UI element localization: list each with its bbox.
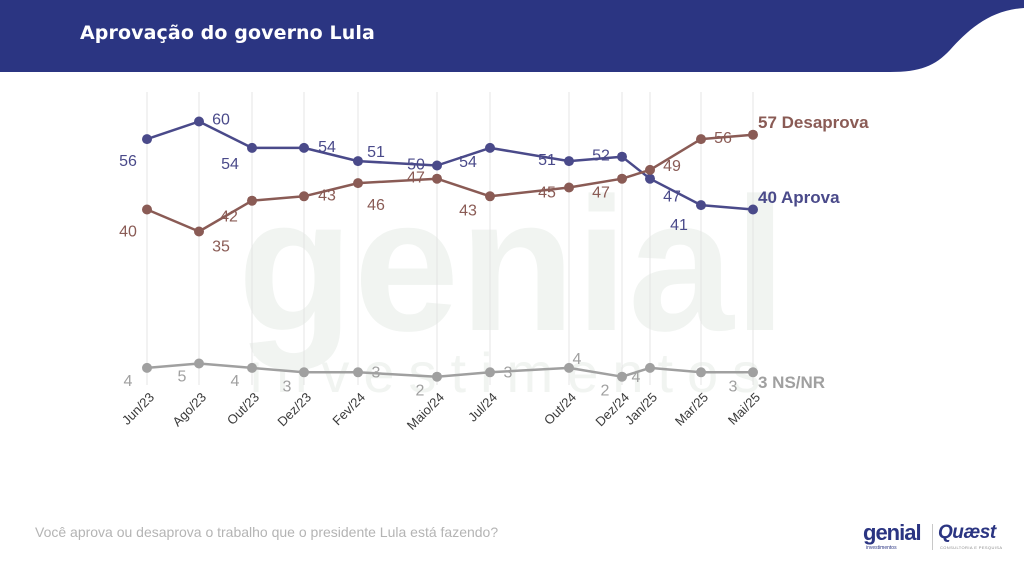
data-point-nsnr <box>748 367 758 378</box>
data-point-aprova <box>247 142 257 153</box>
end-label-aprova: 40 Aprova <box>758 188 840 207</box>
data-point-aprova <box>142 134 152 145</box>
data-label-aprova: 54 <box>318 139 336 156</box>
page-title: Aprovação do governo Lula <box>80 22 375 44</box>
data-point-aprova <box>353 156 363 167</box>
data-point-nsnr <box>645 362 655 373</box>
data-label-desaprova: 49 <box>663 158 681 175</box>
quaest-logo: Quæst <box>938 522 996 543</box>
data-point-aprova <box>299 142 309 153</box>
data-point-aprova <box>748 204 758 215</box>
header-bar <box>0 0 1024 72</box>
data-label-nsnr: 3 <box>729 378 738 395</box>
survey-question: Você aprova ou desaprova o trabalho que … <box>35 524 499 540</box>
data-point-aprova <box>432 160 442 171</box>
data-label-nsnr: 2 <box>601 383 610 400</box>
data-label-desaprova: 46 <box>367 197 385 214</box>
data-point-desaprova <box>142 204 152 215</box>
data-point-nsnr <box>696 367 706 378</box>
data-label-desaprova: 35 <box>212 239 230 256</box>
x-tick-label: Jun/23 <box>119 390 157 428</box>
data-label-aprova: 52 <box>592 148 610 165</box>
data-label-desaprova: 47 <box>407 170 425 187</box>
data-label-nsnr: 4 <box>124 373 133 390</box>
data-label-aprova: 60 <box>212 112 230 129</box>
data-point-desaprova <box>696 134 706 145</box>
data-label-nsnr: 3 <box>372 364 381 381</box>
data-point-aprova <box>696 200 706 211</box>
data-label-aprova: 41 <box>670 217 688 234</box>
data-point-desaprova <box>247 195 257 206</box>
data-label-desaprova: 43 <box>318 187 336 204</box>
data-label-desaprova: 40 <box>119 224 137 241</box>
data-label-aprova: 54 <box>221 156 239 173</box>
data-point-desaprova <box>353 178 363 189</box>
data-label-aprova: 54 <box>459 154 477 171</box>
x-tick-label: Ago/23 <box>169 390 209 430</box>
header-background <box>0 0 1024 72</box>
data-point-desaprova <box>564 182 574 193</box>
data-label-nsnr: 2 <box>416 383 425 400</box>
data-point-nsnr <box>617 371 627 382</box>
data-point-nsnr <box>142 362 152 373</box>
data-label-desaprova: 47 <box>592 185 610 202</box>
data-label-aprova: 51 <box>538 152 556 169</box>
data-point-nsnr <box>432 371 442 382</box>
data-point-nsnr <box>485 367 495 378</box>
data-point-desaprova <box>432 173 442 184</box>
genial-logo-subtitle: investimentos <box>866 545 897 551</box>
data-label-nsnr: 3 <box>504 364 513 381</box>
data-point-nsnr <box>299 367 309 378</box>
genial-logo: genial <box>863 520 922 545</box>
data-point-aprova <box>485 142 495 153</box>
x-tick-label: Out/23 <box>224 390 262 428</box>
data-label-nsnr: 4 <box>632 369 641 386</box>
series-line-desaprova <box>146 133 754 233</box>
data-point-aprova <box>617 151 627 162</box>
data-label-desaprova: 45 <box>538 185 556 202</box>
end-label-nsnr: 3 NS/NR <box>758 373 825 392</box>
data-label-desaprova: 56 <box>714 130 732 147</box>
data-label-nsnr: 4 <box>573 351 582 368</box>
data-point-nsnr <box>353 367 363 378</box>
data-label-nsnr: 5 <box>178 369 187 386</box>
series-line-aprova <box>146 120 754 211</box>
data-point-aprova <box>194 116 204 127</box>
data-point-aprova <box>564 156 574 167</box>
data-label-nsnr: 4 <box>231 373 240 390</box>
data-point-desaprova <box>645 164 655 175</box>
data-point-aprova <box>645 173 655 184</box>
data-point-desaprova <box>748 129 758 140</box>
data-point-desaprova <box>617 173 627 184</box>
data-point-nsnr <box>194 358 204 369</box>
data-label-aprova: 56 <box>119 153 137 170</box>
data-point-nsnr <box>247 362 257 373</box>
quaest-logo-subtitle: CONSULTORIA E PESQUISA <box>940 545 1003 550</box>
data-label-aprova: 47 <box>663 189 681 206</box>
data-label-desaprova: 42 <box>220 209 238 226</box>
data-point-desaprova <box>299 191 309 202</box>
data-label-aprova: 51 <box>367 144 385 161</box>
data-point-desaprova <box>485 191 495 202</box>
end-label-desaprova: 57 Desaprova <box>758 113 869 132</box>
logos: genial investimentos Quæst CONSULTORIA E… <box>860 520 1010 552</box>
data-point-desaprova <box>194 226 204 237</box>
data-label-nsnr: 3 <box>283 378 292 395</box>
data-label-aprova: 50 <box>407 157 425 174</box>
data-point-nsnr <box>564 362 574 373</box>
data-label-desaprova: 43 <box>459 202 477 219</box>
series-line-nsnr <box>146 362 753 378</box>
logo-divider <box>932 524 933 550</box>
